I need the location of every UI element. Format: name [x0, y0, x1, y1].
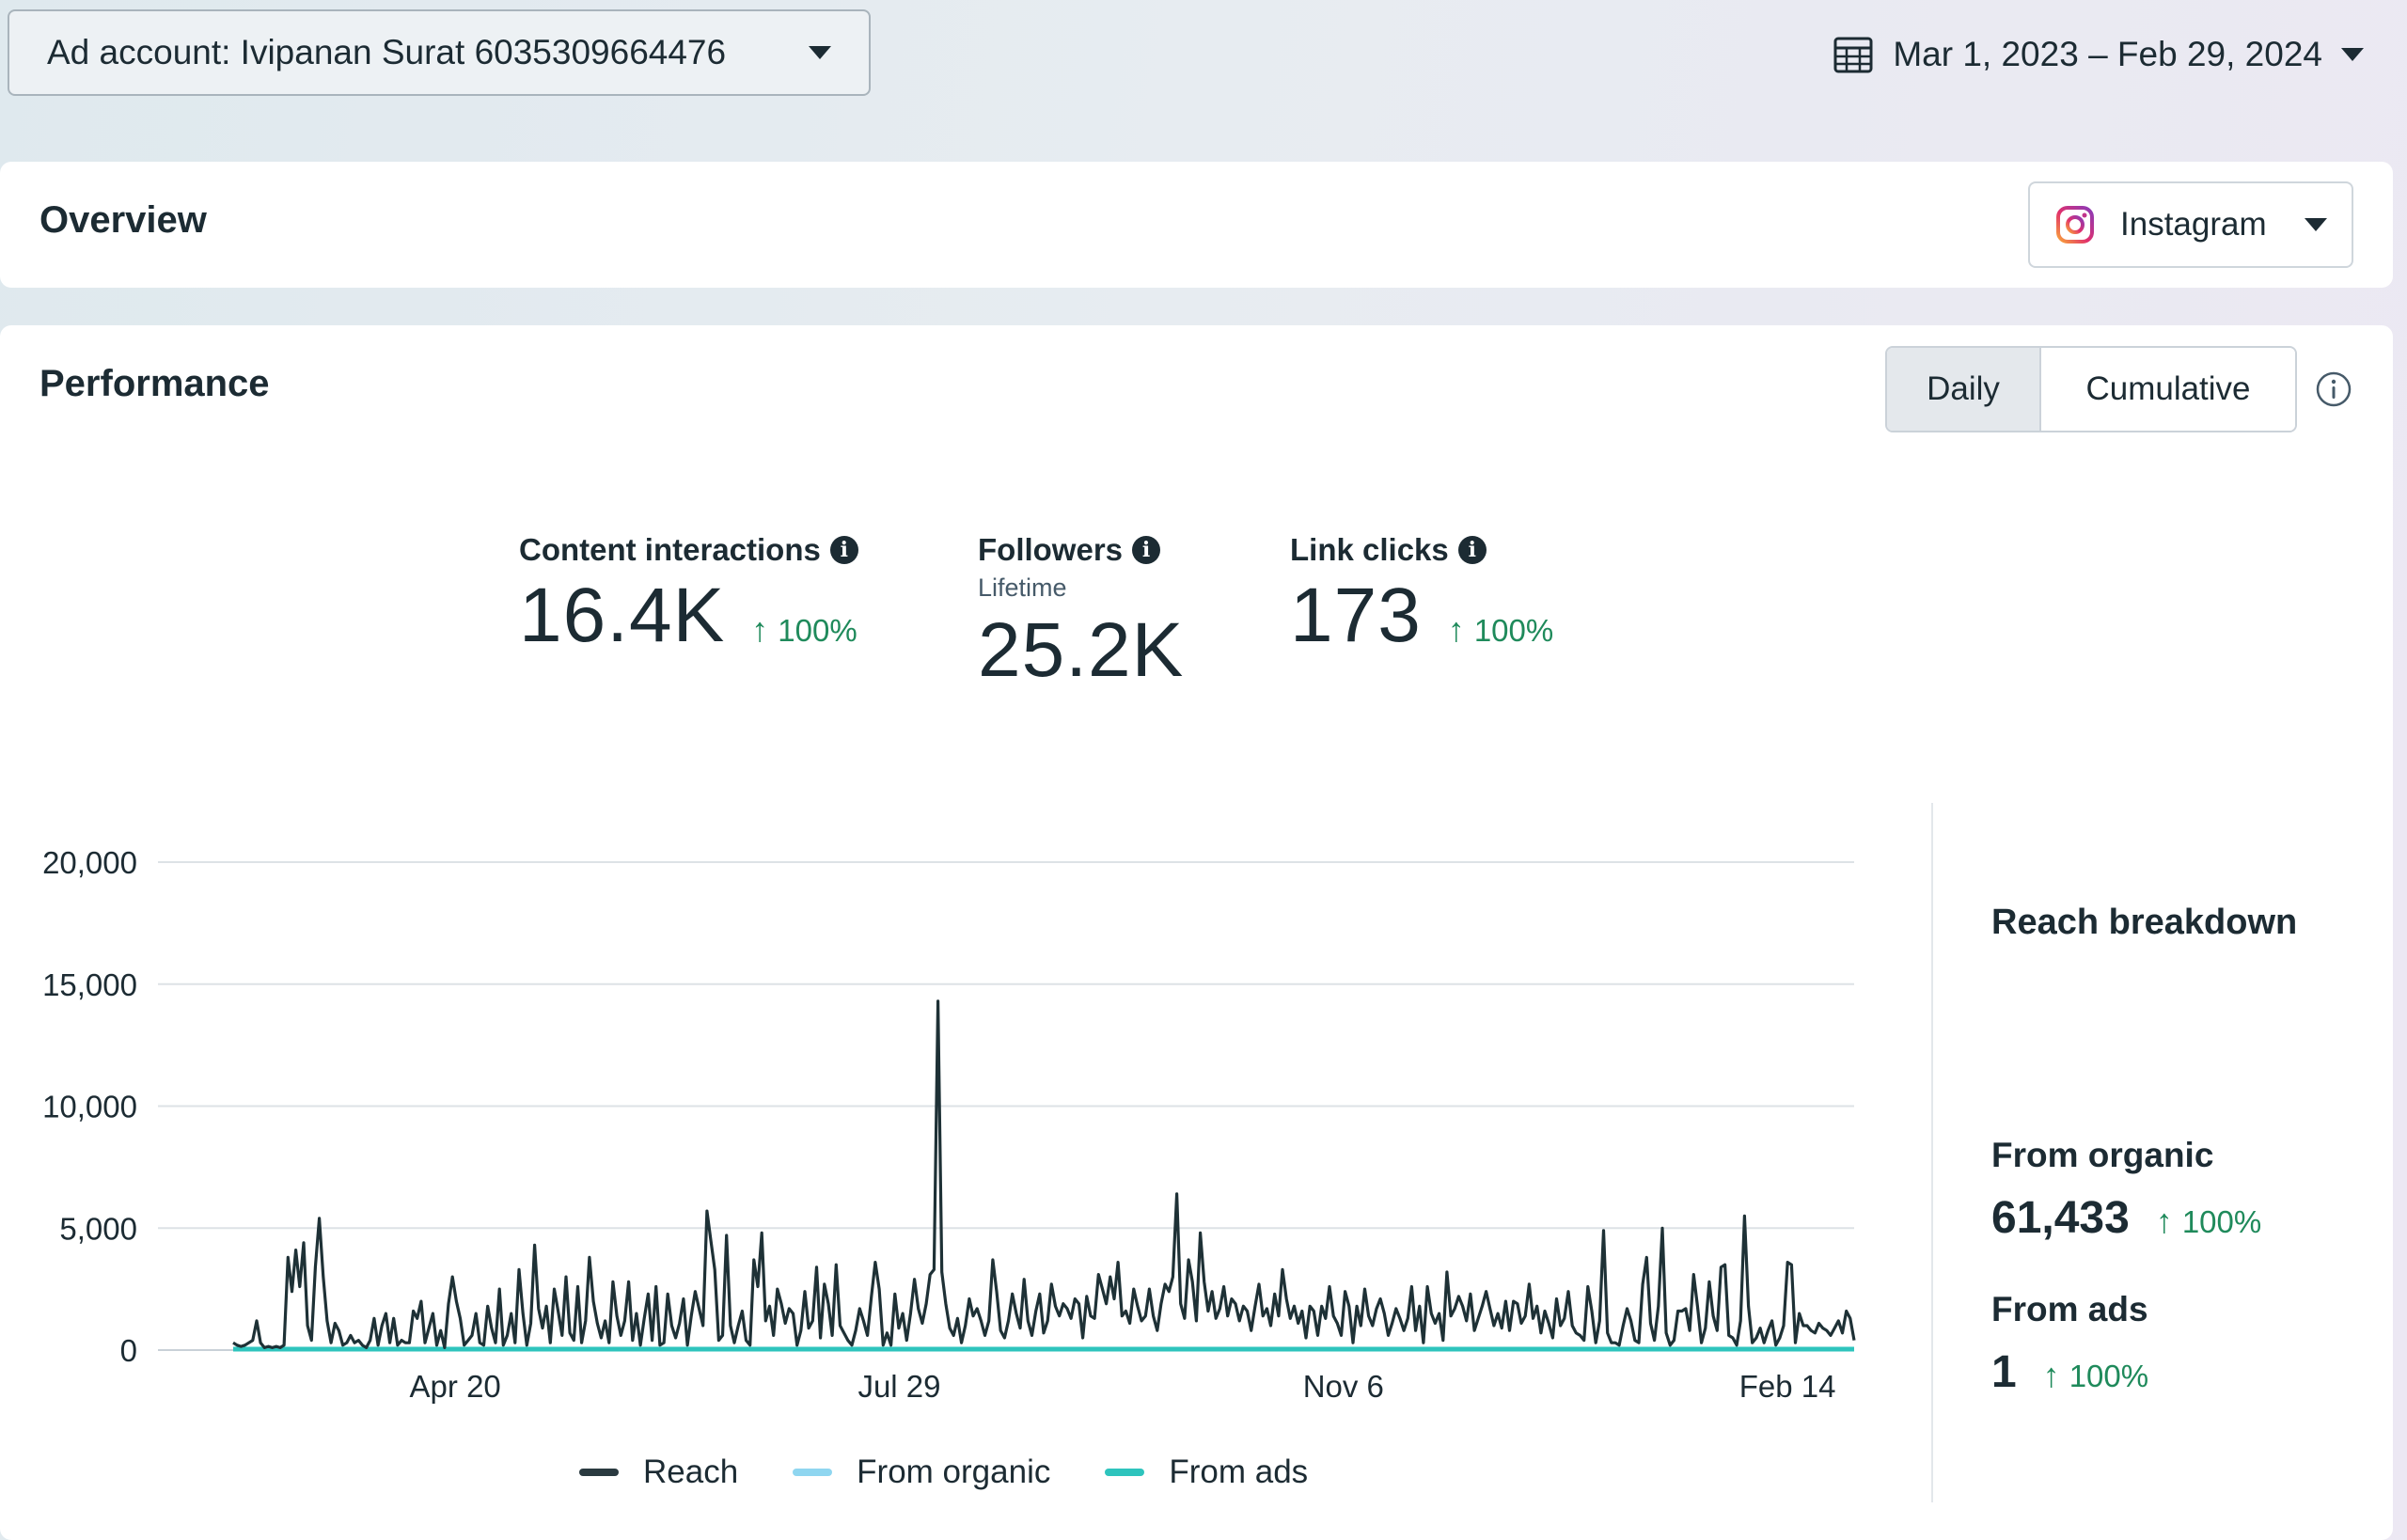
x-tick-label: Nov 6 — [1303, 1369, 1384, 1404]
y-tick-label: 5,000 — [59, 1211, 137, 1246]
chevron-down-icon — [2305, 218, 2327, 231]
y-tick-label: 0 — [120, 1333, 137, 1368]
breakdown-label: From ads — [1991, 1290, 2148, 1328]
reach-line-chart: 20,000 15,000 10,000 5,000 0 Apr 20 Jul 29 Nov … — [42, 845, 1856, 1404]
metric-label: Link clicks — [1290, 532, 1449, 567]
metric-label: Followers — [978, 532, 1124, 567]
info-icon[interactable]: i — [829, 536, 858, 564]
breakdown-value: 61,433 — [1991, 1193, 2130, 1243]
breakdown-change: ↑ 100% — [2042, 1356, 2149, 1394]
legend-item-from-ads[interactable]: From ads — [1105, 1454, 1308, 1491]
overview-title: Overview — [39, 199, 207, 241]
metric-value: 16.4K — [519, 573, 726, 658]
instagram-icon — [2056, 206, 2094, 244]
info-icon[interactable]: i — [1457, 536, 1487, 564]
arrow-up-icon: ↑ — [2042, 1356, 2060, 1394]
metric-value: 25.2K — [978, 607, 1185, 693]
x-tick-label: Apr 20 — [410, 1369, 501, 1404]
arrow-up-icon: ↑ — [2155, 1202, 2173, 1240]
calendar-icon — [1833, 37, 1873, 73]
legend-label: From ads — [1169, 1454, 1309, 1490]
breakdown-label: From organic — [1991, 1136, 2214, 1174]
metric-followers: Followers i Lifetime 25.2K — [978, 532, 1184, 695]
legend-swatch — [579, 1469, 619, 1476]
info-icon[interactable]: i — [1132, 536, 1161, 564]
y-tick-label: 15,000 — [42, 967, 137, 1002]
daily-cumulative-toggle: Daily Cumulative — [1885, 346, 2297, 432]
reach-from-organic: From organic 61,433 ↑ 100% — [1991, 1136, 2261, 1244]
legend-swatch — [793, 1469, 833, 1476]
ad-account-select[interactable]: Ad account: Ivipanan Surat 6035309664476 — [8, 9, 871, 96]
performance-card: Performance Daily Cumulative Content int… — [0, 325, 2393, 1540]
y-tick-label: 10,000 — [42, 1090, 137, 1124]
x-tick-label: Feb 14 — [1739, 1369, 1836, 1404]
legend-label: Reach — [643, 1454, 739, 1490]
y-tick-label: 20,000 — [42, 845, 137, 880]
legend-item-reach[interactable]: Reach — [579, 1454, 738, 1491]
legend-item-from-organic[interactable]: From organic — [793, 1454, 1050, 1491]
performance-title: Performance — [39, 363, 270, 404]
overview-card: Overview Instagram — [0, 162, 2393, 288]
chevron-down-icon — [2341, 48, 2364, 61]
legend-swatch — [1105, 1469, 1145, 1476]
breakdown-value: 1 — [1991, 1347, 2017, 1397]
metric-label: Content interactions — [519, 532, 821, 567]
arrow-up-icon: ↑ — [1447, 610, 1465, 649]
toggle-cumulative[interactable]: Cumulative — [2041, 348, 2295, 431]
date-range-picker[interactable]: Mar 1, 2023 – Feb 29, 2024 — [1833, 26, 2364, 83]
metric-value: 173 — [1290, 573, 1422, 658]
platform-label: Instagram — [2120, 206, 2267, 243]
info-icon[interactable] — [2315, 370, 2352, 408]
metric-sublabel: Lifetime — [978, 574, 1067, 602]
divider — [1931, 803, 1933, 1502]
x-tick-label: Jul 29 — [857, 1369, 940, 1404]
date-range-label: Mar 1, 2023 – Feb 29, 2024 — [1893, 35, 2322, 73]
ad-account-label: Ad account: Ivipanan Surat 6035309664476 — [47, 33, 727, 71]
metric-change: ↑ 100% — [751, 610, 857, 649]
platform-select[interactable]: Instagram — [2028, 181, 2353, 268]
reach-breakdown-title: Reach breakdown — [1991, 903, 2298, 942]
toggle-daily[interactable]: Daily — [1887, 348, 2041, 431]
reach-from-ads: From ads 1 ↑ 100% — [1991, 1290, 2148, 1398]
metric-link-clicks: Link clicks i 173 ↑ 100% — [1290, 532, 1553, 660]
metric-change: ↑ 100% — [1447, 610, 1554, 649]
breakdown-change: ↑ 100% — [2155, 1202, 2262, 1240]
chart-legend: Reach From organic From ads — [579, 1454, 1308, 1491]
chevron-down-icon — [809, 46, 831, 59]
series-reach-line — [232, 999, 1856, 1349]
legend-label: From organic — [857, 1454, 1051, 1490]
metric-content-interactions: Content interactions i 16.4K ↑ 100% — [519, 532, 858, 660]
arrow-up-icon: ↑ — [751, 610, 769, 649]
